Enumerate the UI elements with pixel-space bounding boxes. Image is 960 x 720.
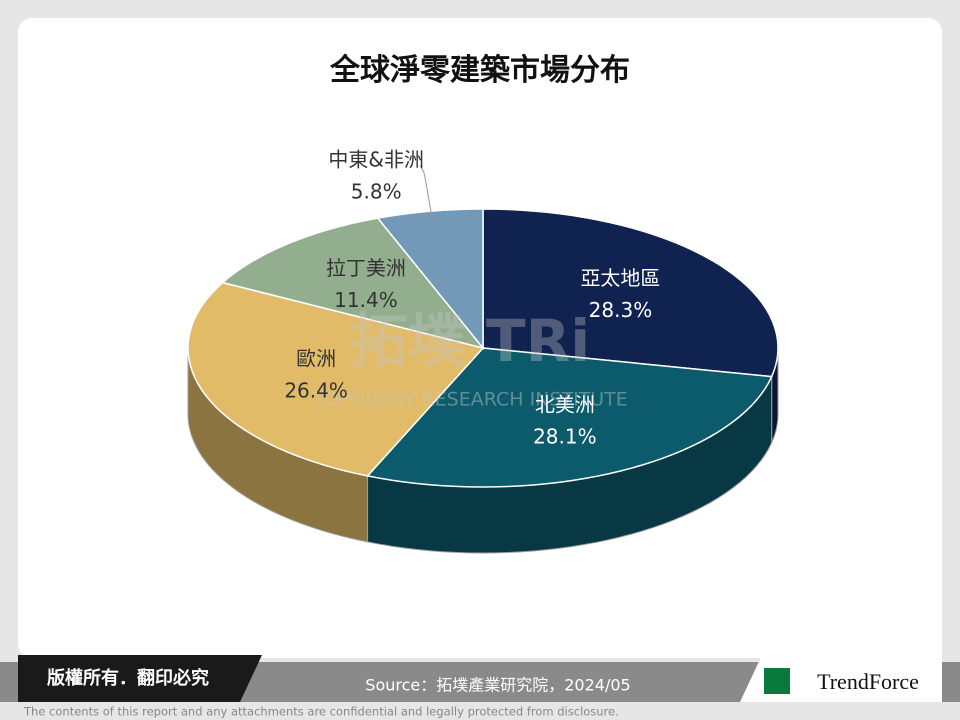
labels: 亞太地區 28.3% 北美洲 28.1% 歐洲 26.4% 拉丁美洲 11.4% 中東&非洲 5.… — [284, 148, 660, 449]
category-label: 拉丁美洲 — [326, 256, 406, 280]
value-label: 11.4% — [334, 288, 398, 312]
footer-left — [18, 655, 262, 702]
category-label: 歐洲 — [296, 346, 336, 370]
value-label: 5.8% — [351, 180, 402, 204]
category-label: 北美洲 — [535, 392, 595, 416]
logo-icon — [764, 668, 790, 694]
value-label: 26.4% — [284, 378, 348, 402]
value-label: 28.1% — [533, 424, 597, 448]
watermark-brand: 拓墣 TRi — [350, 307, 590, 375]
slice — [221, 217, 485, 350]
chart-title: 全球淨零建築市場分布 — [329, 53, 630, 88]
disclaimer: The contents of this report and any atta… — [23, 705, 619, 719]
leader-line — [419, 164, 433, 219]
slice — [187, 281, 485, 477]
category-label: 亞太地區 — [580, 266, 660, 290]
source: Source：拓墣產業研究院，2024/05 — [365, 676, 630, 695]
category-label: 中東&非洲 — [328, 148, 424, 172]
rights: 版權所有．翻印必究 — [47, 667, 209, 689]
slice — [366, 347, 773, 488]
slice — [376, 208, 484, 351]
value-label: 28.3% — [589, 298, 653, 322]
slice — [482, 208, 779, 378]
logo-area — [740, 638, 942, 702]
watermark-name: TOPOLOGY RESEARCH INSTITUTE — [311, 389, 628, 411]
logo: TrendForce — [817, 669, 919, 694]
pie — [187, 208, 779, 554]
